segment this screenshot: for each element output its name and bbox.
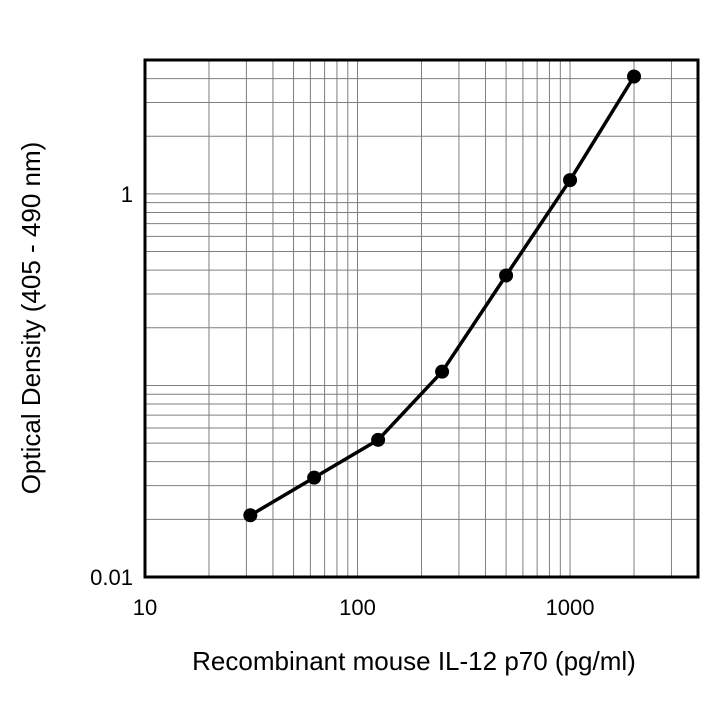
y-tick-labels: 0.01 1 [90, 182, 133, 590]
plot-frame [143, 58, 700, 579]
x-tick-label: 100 [339, 595, 376, 620]
data-point [499, 268, 514, 283]
x-tick-label: 10 [133, 595, 157, 620]
data-point [563, 173, 578, 188]
data-point [371, 432, 386, 447]
y-tick-label: 0.01 [90, 565, 133, 590]
series-line [249, 75, 636, 517]
data-series [243, 69, 642, 523]
x-axis-title: Recombinant mouse IL-12 p70 (pg/ml) [192, 646, 636, 676]
x-tick-label: 1000 [546, 595, 595, 620]
data-point [627, 69, 642, 84]
data-point [243, 508, 258, 523]
y-axis-title: Optical Density (405 - 490 nm) [16, 142, 46, 495]
data-point [307, 470, 322, 485]
x-tick-labels: 10 100 1000 [133, 595, 595, 620]
y-tick-label: 1 [121, 182, 133, 207]
grid [145, 60, 698, 577]
data-point [435, 364, 450, 379]
